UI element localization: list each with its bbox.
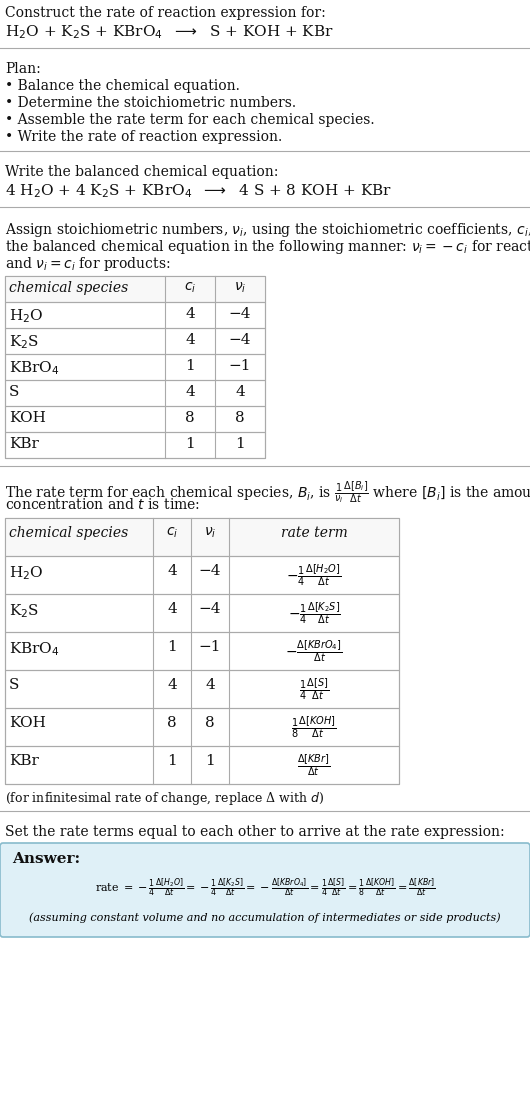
Text: 4: 4 [167, 678, 177, 692]
Bar [5, 276, 265, 302]
Text: $\nu_i$: $\nu_i$ [234, 281, 246, 295]
Bar [5, 518, 399, 556]
Text: 1: 1 [185, 437, 195, 451]
Text: 1: 1 [167, 754, 177, 768]
Text: H$_2$O: H$_2$O [9, 564, 43, 582]
Bar [5, 406, 265, 432]
Text: (assuming constant volume and no accumulation of intermediates or side products): (assuming constant volume and no accumul… [29, 912, 501, 924]
Text: $\frac{\Delta[KBr]}{\Delta t}$: $\frac{\Delta[KBr]}{\Delta t}$ [297, 752, 331, 778]
Text: 8: 8 [185, 411, 195, 425]
Text: Answer:: Answer: [12, 852, 80, 866]
Text: 4: 4 [235, 385, 245, 399]
Bar [5, 556, 399, 594]
Text: Set the rate terms equal to each other to arrive at the rate expression:: Set the rate terms equal to each other t… [5, 825, 505, 839]
Text: $-\frac{1}{4}\frac{\Delta[K_2S]}{\Delta t}$: $-\frac{1}{4}\frac{\Delta[K_2S]}{\Delta … [288, 601, 340, 626]
Text: Construct the rate of reaction expression for:: Construct the rate of reaction expressio… [5, 6, 326, 20]
Text: KOH: KOH [9, 716, 46, 730]
Text: and $\nu_i = c_i$ for products:: and $\nu_i = c_i$ for products: [5, 255, 171, 273]
Text: rate $= -\frac{1}{4}\frac{\Delta[H_2O]}{\Delta t} = -\frac{1}{4}\frac{\Delta[K_2: rate $= -\frac{1}{4}\frac{\Delta[H_2O]}{… [95, 877, 435, 899]
Text: $c_i$: $c_i$ [184, 281, 196, 295]
Text: $\frac{1}{8}\frac{\Delta[KOH]}{\Delta t}$: $\frac{1}{8}\frac{\Delta[KOH]}{\Delta t}… [292, 714, 337, 740]
Text: $\frac{1}{4}\frac{\Delta[S]}{\Delta t}$: $\frac{1}{4}\frac{\Delta[S]}{\Delta t}$ [299, 676, 329, 702]
Text: 4 H$_2$O + 4 K$_2$S + KBrO$_4$  $\longrightarrow$  4 S + 8 KOH + KBr: 4 H$_2$O + 4 K$_2$S + KBrO$_4$ $\longrig… [5, 182, 392, 200]
Text: K$_2$S: K$_2$S [9, 333, 39, 351]
Bar [5, 708, 399, 747]
Text: (for infinitesimal rate of change, replace Δ with $d$): (for infinitesimal rate of change, repla… [5, 790, 324, 807]
Text: 1: 1 [185, 359, 195, 373]
Text: 1: 1 [167, 640, 177, 654]
Bar [5, 632, 399, 670]
Bar [5, 380, 265, 406]
Text: Write the balanced chemical equation:: Write the balanced chemical equation: [5, 165, 278, 179]
Text: 8: 8 [235, 411, 245, 425]
Text: 1: 1 [205, 754, 215, 768]
Text: $-\frac{1}{4}\frac{\Delta[H_2O]}{\Delta t}$: $-\frac{1}{4}\frac{\Delta[H_2O]}{\Delta … [286, 562, 342, 588]
Text: K$_2$S: K$_2$S [9, 602, 39, 619]
Bar [5, 518, 399, 784]
Text: • Write the rate of reaction expression.: • Write the rate of reaction expression. [5, 131, 282, 144]
Text: −1: −1 [229, 359, 251, 373]
Text: Assign stoichiometric numbers, $\nu_i$, using the stoichiometric coefficients, $: Assign stoichiometric numbers, $\nu_i$, … [5, 221, 530, 239]
Bar [5, 432, 265, 458]
Text: KBrO$_4$: KBrO$_4$ [9, 359, 60, 377]
Text: 4: 4 [167, 602, 177, 616]
Text: −4: −4 [229, 307, 251, 321]
Text: −4: −4 [229, 333, 251, 347]
Text: H$_2$O + K$_2$S + KBrO$_4$  $\longrightarrow$  S + KOH + KBr: H$_2$O + K$_2$S + KBrO$_4$ $\longrightar… [5, 23, 334, 41]
Text: 1: 1 [235, 437, 245, 451]
Text: $\nu_i$: $\nu_i$ [204, 526, 216, 541]
Text: KBrO$_4$: KBrO$_4$ [9, 640, 60, 658]
Text: 4: 4 [185, 385, 195, 399]
Text: 4: 4 [205, 678, 215, 692]
Text: concentration and $t$ is time:: concentration and $t$ is time: [5, 497, 200, 512]
Text: • Determine the stoichiometric numbers.: • Determine the stoichiometric numbers. [5, 96, 296, 109]
Text: −4: −4 [199, 564, 221, 578]
Bar [5, 276, 265, 458]
Bar [5, 747, 399, 784]
Text: $c_i$: $c_i$ [166, 526, 178, 541]
Text: rate term: rate term [280, 526, 347, 540]
Text: −4: −4 [199, 602, 221, 616]
Text: • Assemble the rate term for each chemical species.: • Assemble the rate term for each chemic… [5, 113, 375, 127]
Text: KBr: KBr [9, 754, 39, 768]
Text: the balanced chemical equation in the following manner: $\nu_i = -c_i$ for react: the balanced chemical equation in the fo… [5, 238, 530, 255]
Text: 8: 8 [205, 716, 215, 730]
Text: • Balance the chemical equation.: • Balance the chemical equation. [5, 79, 240, 93]
Text: 4: 4 [167, 564, 177, 578]
Text: $-\frac{\Delta[KBrO_4]}{\Delta t}$: $-\frac{\Delta[KBrO_4]}{\Delta t}$ [286, 638, 342, 664]
Text: −1: −1 [199, 640, 221, 654]
Bar [5, 594, 399, 632]
Bar [5, 328, 265, 354]
Text: chemical species: chemical species [9, 526, 128, 540]
Text: Plan:: Plan: [5, 62, 41, 76]
Bar [5, 670, 399, 708]
Text: The rate term for each chemical species, $B_i$, is $\frac{1}{\nu_i}\frac{\Delta[: The rate term for each chemical species,… [5, 480, 530, 507]
Text: KBr: KBr [9, 437, 39, 451]
Text: 4: 4 [185, 307, 195, 321]
Text: 4: 4 [185, 333, 195, 347]
Text: KOH: KOH [9, 411, 46, 425]
Text: 8: 8 [167, 716, 177, 730]
Text: S: S [9, 678, 20, 692]
Text: chemical species: chemical species [9, 281, 128, 295]
Text: H$_2$O: H$_2$O [9, 307, 43, 325]
Bar [5, 302, 265, 328]
Bar [5, 354, 265, 380]
Text: S: S [9, 385, 20, 399]
FancyBboxPatch shape [0, 843, 530, 937]
